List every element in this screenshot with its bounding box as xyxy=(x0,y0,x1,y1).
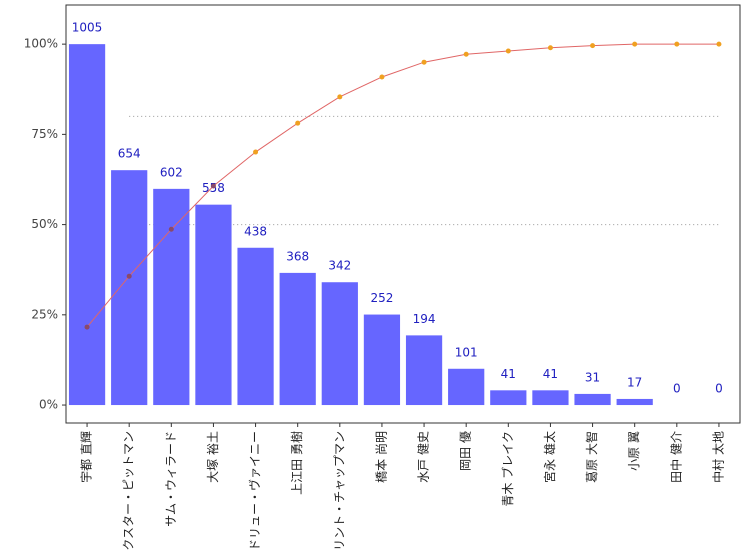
y-tick-label: 75% xyxy=(31,127,58,141)
cumulative-point xyxy=(632,41,638,47)
cumulative-point xyxy=(463,51,469,57)
cumulative-line xyxy=(86,43,719,328)
bar xyxy=(321,282,358,406)
x-tick-label: 青木 ブレイク xyxy=(500,431,515,507)
value-label: 1005 xyxy=(72,21,103,35)
x-tick-label: 田中 健介 xyxy=(668,431,683,483)
value-label: 101 xyxy=(455,345,478,359)
cumulative-point xyxy=(505,48,511,54)
value-label: 602 xyxy=(160,165,183,179)
value-label: 194 xyxy=(413,312,436,326)
y-tick-label: 25% xyxy=(31,307,58,321)
x-tick-label: デクスター・ピットマン xyxy=(121,431,136,550)
x-tick-label: 橋本 尚明 xyxy=(374,431,388,483)
x-tick-label: 大塚 裕土 xyxy=(205,431,220,483)
cumulative-point xyxy=(337,94,343,100)
value-label: 438 xyxy=(244,224,267,238)
cumulative-point xyxy=(253,149,259,155)
bar xyxy=(532,390,569,406)
cumulative-point xyxy=(716,41,722,47)
bar xyxy=(279,272,316,406)
cumulative-point xyxy=(210,183,216,189)
bar xyxy=(448,368,485,406)
value-label: 17 xyxy=(627,375,642,389)
bar xyxy=(195,204,232,406)
x-tick-label: 小原 翼 xyxy=(627,431,641,471)
x-tick-label: 中村 太地 xyxy=(710,431,725,483)
value-label: 41 xyxy=(543,367,558,381)
bar xyxy=(574,393,611,406)
cumulative-point xyxy=(421,59,427,65)
x-tick-label: ドリュー・ヴァイニー xyxy=(247,431,262,550)
cumulative-point xyxy=(126,273,132,279)
bar xyxy=(111,170,148,406)
bar xyxy=(153,188,190,406)
cumulative-point xyxy=(547,45,553,51)
y-tick-label: 0% xyxy=(39,398,58,412)
value-label: 41 xyxy=(501,367,516,381)
cumulative-point xyxy=(674,41,680,47)
cumulative-point xyxy=(295,120,301,126)
x-tick-label: 岡田 優 xyxy=(459,431,473,471)
x-tick-label: 葛原 大智 xyxy=(584,431,599,483)
bar xyxy=(68,44,106,406)
value-label: 0 xyxy=(673,382,681,396)
value-label: 31 xyxy=(585,370,600,384)
x-tick-label: 宇都 直輝 xyxy=(80,431,94,483)
x-tick-label: 上江田 勇樹 xyxy=(290,431,304,495)
x-tick-label: 水戸 健史 xyxy=(417,431,431,483)
x-tick-label: サム・ウィラード xyxy=(164,431,178,527)
bar xyxy=(363,314,401,406)
y-tick-label: 50% xyxy=(31,217,58,231)
y-tick-label: 100% xyxy=(24,37,58,51)
bar xyxy=(616,398,653,406)
value-label: 654 xyxy=(118,147,141,161)
value-label: 342 xyxy=(328,259,351,273)
bar xyxy=(237,247,274,406)
value-label: 0 xyxy=(715,382,723,396)
cumulative-point xyxy=(168,226,174,232)
value-label: 368 xyxy=(286,249,309,263)
cumulative-point xyxy=(84,324,90,330)
cumulative-point xyxy=(379,74,385,80)
bar xyxy=(405,335,443,406)
x-tick-label: クリント・チャップマン xyxy=(332,431,346,550)
cumulative-point xyxy=(590,43,596,49)
value-label: 252 xyxy=(370,291,393,305)
bar xyxy=(490,390,527,406)
x-tick-label: 宮永 雄太 xyxy=(542,431,557,483)
